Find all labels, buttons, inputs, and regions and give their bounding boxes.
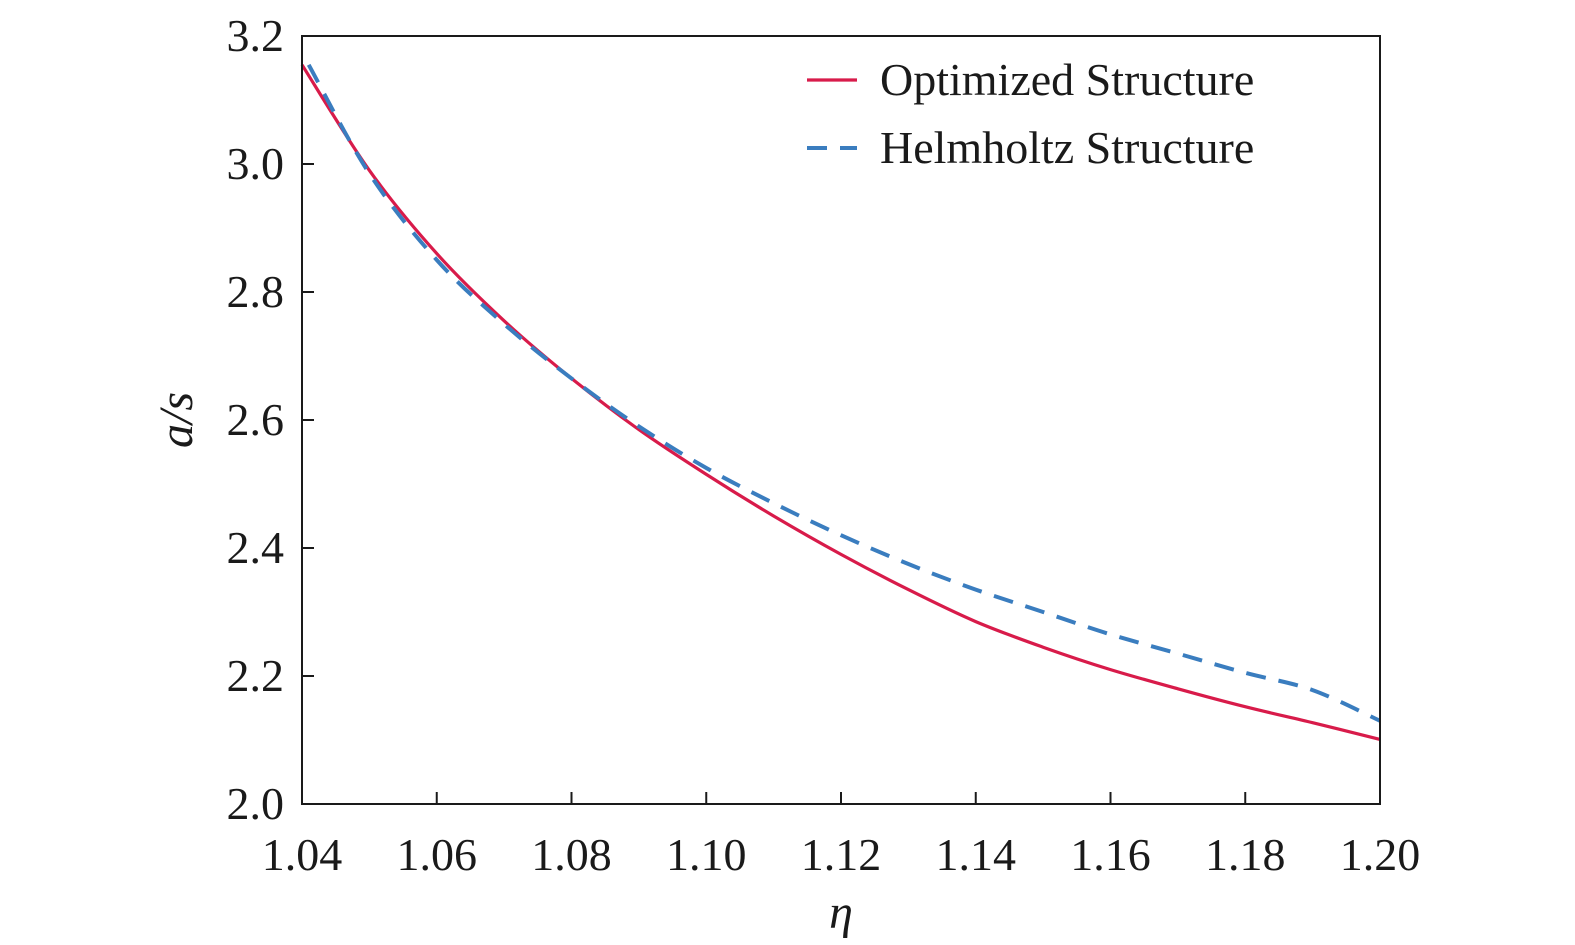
y-tick-label: 2.6: [227, 394, 285, 445]
y-tick-label: 2.4: [227, 522, 285, 573]
x-tick-label: 1.16: [1070, 829, 1151, 880]
x-tick-label: 1.04: [262, 829, 343, 880]
x-tick-label: 1.20: [1340, 829, 1421, 880]
x-axis-ticks: 1.04 1.06 1.08 1.10 1.12 1.14 1.16 1.18 1.20: [262, 792, 1421, 880]
y-tick-label: 3.2: [227, 10, 285, 61]
y-tick-label: 2.2: [227, 650, 285, 701]
legend-label: Optimized Structure: [880, 54, 1254, 105]
legend-label: Helmholtz Structure: [880, 122, 1254, 173]
y-axis-ticks: 2.0 2.2 2.4 2.6 2.8 3.0 3.2: [227, 10, 314, 829]
x-tick-label: 1.14: [936, 829, 1017, 880]
series-layer: [300, 63, 1381, 741]
y-tick-label: 2.8: [227, 266, 285, 317]
x-axis-title: η: [829, 886, 853, 939]
x-tick-label: 1.12: [801, 829, 882, 880]
x-tick-label: 1.10: [666, 829, 747, 880]
legend: Optimized Structure Helmholtz Structure: [807, 54, 1254, 173]
x-tick-label: 1.06: [397, 829, 478, 880]
y-tick-label: 2.0: [227, 778, 285, 829]
series-line-optimized: [300, 63, 1381, 741]
y-tick-label: 3.0: [227, 138, 285, 189]
x-tick-label: 1.18: [1205, 829, 1286, 880]
series-line-helmholtz: [306, 63, 1381, 723]
plot-frame: [301, 35, 1381, 805]
x-tick-label: 1.08: [531, 829, 612, 880]
y-axis-title: a/s: [150, 392, 203, 448]
